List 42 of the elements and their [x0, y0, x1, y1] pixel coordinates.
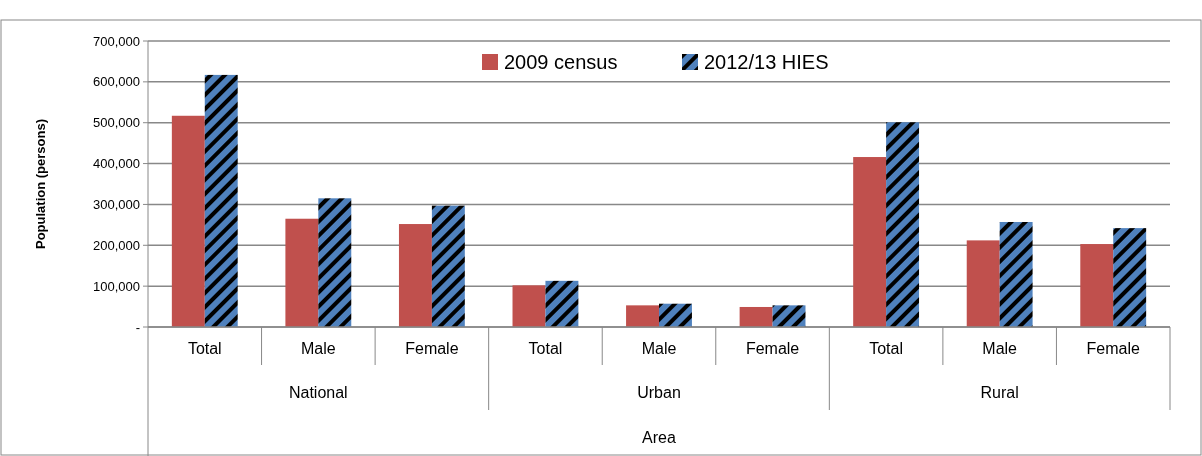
legend-label: 2012/13 HIES: [704, 51, 829, 73]
y-tick-label: 500,000: [93, 115, 140, 131]
y-tick-label: 200,000: [93, 237, 140, 253]
x-tick-label: Female: [1086, 340, 1140, 357]
legend-label: 2009 census: [504, 51, 618, 73]
bar: [545, 280, 579, 327]
y-tick-label: 100,000: [93, 278, 140, 294]
bar: [739, 306, 773, 327]
x-tick-label: Male: [300, 340, 336, 357]
bar: [431, 205, 465, 327]
bar: [772, 305, 806, 327]
bar: [626, 305, 659, 327]
y-axis-title: Population (persons): [33, 119, 48, 249]
x-tick-label: Female: [745, 340, 800, 357]
text: Urban: [637, 384, 681, 401]
y-tick-label: -: [135, 319, 140, 335]
bar: [1080, 244, 1114, 327]
text: National: [288, 384, 348, 401]
text: Rural: [980, 384, 1019, 401]
x-tick-label: Total: [187, 340, 222, 357]
bar: [966, 240, 1000, 327]
bar: [886, 122, 920, 327]
x-tick-label: Male: [641, 340, 677, 357]
y-tick-label: 600,000: [93, 74, 140, 90]
bar: [999, 222, 1033, 327]
bar: [512, 285, 546, 327]
bar: [204, 74, 238, 327]
y-tick-label: 700,000: [93, 33, 140, 49]
x-tick-label: Total: [869, 340, 904, 357]
x-axis-title: Area: [642, 429, 676, 446]
bar: [285, 218, 319, 327]
bar: [659, 303, 692, 327]
bar: [1113, 228, 1147, 327]
bar: [318, 198, 352, 327]
bar: [853, 157, 887, 327]
x-tick-label: Female: [405, 340, 459, 357]
x-tick-label: Male: [982, 340, 1018, 357]
bar: [171, 115, 205, 327]
x-tick-label: Total: [528, 340, 563, 357]
y-tick-label: 400,000: [93, 156, 140, 172]
y-tick-label: 300,000: [93, 196, 140, 212]
bar: [398, 224, 432, 327]
